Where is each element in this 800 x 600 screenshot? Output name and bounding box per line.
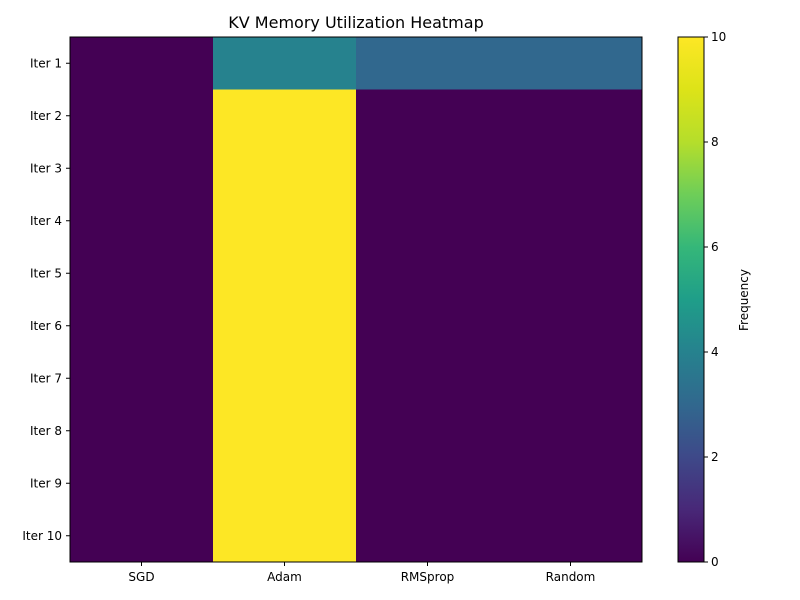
heatmap-cell (499, 37, 643, 90)
colorbar-tick-label: 6 (711, 240, 719, 254)
heatmap-cell (356, 37, 500, 90)
heatmap-cell (356, 299, 500, 353)
heatmap-cell (70, 194, 214, 248)
heatmap-cell (356, 194, 500, 248)
heatmap-cell (499, 457, 643, 510)
heatmap-cell (213, 247, 357, 300)
y-tick-label: Iter 10 (22, 529, 62, 543)
heatmap-cell (499, 509, 643, 563)
colorbar-tick-label: 2 (711, 450, 719, 464)
colorbar-tick-label: 0 (711, 555, 719, 569)
heatmap-cell (499, 142, 643, 195)
heatmap-cells (70, 37, 643, 563)
heatmap-cell (213, 457, 357, 510)
colorbar-axis: 0 2 4 6 8 10 (704, 30, 726, 569)
heatmap-cell (499, 299, 643, 353)
heatmap-cell (213, 404, 357, 458)
heatmap-cell (70, 142, 214, 195)
heatmap-cell (356, 89, 500, 143)
plot-frame (69, 36, 643, 563)
heatmap-cell (213, 89, 357, 143)
heatmap-cell (213, 194, 357, 248)
heatmap-cell (356, 142, 500, 195)
y-tick-label: Iter 2 (30, 109, 62, 123)
heatmap-cell (70, 247, 214, 300)
heatmap-cell (499, 404, 643, 458)
colorbar-tick-label: 8 (711, 135, 719, 149)
heatmap-cell (70, 404, 214, 458)
heatmap-cell (356, 352, 500, 405)
heatmap-cell (70, 509, 214, 563)
x-tick-label: Adam (267, 570, 302, 584)
heatmap-cell (70, 37, 214, 90)
y-tick-label: Iter 1 (30, 56, 62, 70)
y-tick-label: Iter 5 (30, 266, 62, 280)
y-tick-label: Iter 4 (30, 214, 62, 228)
heatmap-cell (213, 509, 357, 563)
x-tick-label: Random (546, 570, 596, 584)
heatmap-cell (356, 509, 500, 563)
y-tick-label: Iter 9 (30, 476, 62, 490)
x-tick-label: SGD (128, 570, 154, 584)
heatmap-cell (356, 457, 500, 510)
heatmap-cell (213, 299, 357, 353)
heatmap-cell (70, 299, 214, 353)
x-axis: SGD Adam RMSprop Random (128, 562, 595, 584)
heatmap-cell (499, 352, 643, 405)
y-tick-label: Iter 8 (30, 424, 62, 438)
heatmap-cell (70, 89, 214, 143)
heatmap-cell (213, 352, 357, 405)
y-tick-label: Iter 6 (30, 319, 62, 333)
colorbar-tick-label: 4 (711, 345, 719, 359)
x-tick-label: RMSprop (401, 570, 455, 584)
chart-title: KV Memory Utilization Heatmap (228, 13, 483, 32)
heatmap-cell (356, 247, 500, 300)
heatmap-cell (499, 247, 643, 300)
heatmap-cell (499, 194, 643, 248)
y-tick-label: Iter 7 (30, 371, 62, 385)
heatmap-cell (356, 404, 500, 458)
heatmap-cell (499, 89, 643, 143)
heatmap-cell (70, 457, 214, 510)
y-tick-label: Iter 3 (30, 161, 62, 175)
heatmap-cell (213, 142, 357, 195)
colorbar-tick-label: 10 (711, 30, 726, 44)
heatmap-cell (70, 352, 214, 405)
colorbar-label: Frequency (737, 269, 751, 331)
y-axis: Iter 1 Iter 2 Iter 3 Iter 4 Iter 5 Iter 6 Iter… (22, 56, 70, 543)
heatmap-cell (213, 37, 357, 90)
colorbar (677, 36, 705, 563)
